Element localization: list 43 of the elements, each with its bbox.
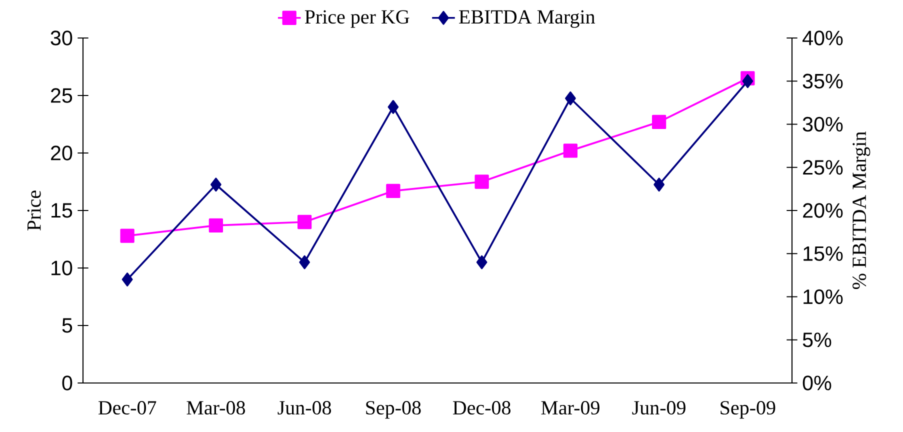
y-tick-label: 5 [62, 318, 72, 333]
y-tick-label: 30 [50, 30, 72, 46]
point [565, 91, 576, 106]
x-tick-label: Jun-09 [632, 401, 686, 415]
y2-tick-label: 5% [802, 332, 832, 348]
y2-tick-label: 20% [803, 203, 843, 218]
y2-tick-label: 40% [802, 30, 843, 46]
y2-tick-label: 15% [804, 246, 843, 261]
y2-axis-title: % EBITDA Margin [852, 132, 870, 290]
x-tick-label: Sep-09 [720, 401, 776, 419]
y2-tick-label: 25% [803, 160, 843, 175]
y-tick-label: 15 [52, 203, 72, 218]
legend-label: Price per KG [304, 10, 410, 28]
y2-tick-label: 10% [804, 289, 843, 304]
x-tick-label: Sep-08 [366, 401, 421, 419]
x-tick-label: Dec-07 [98, 401, 156, 415]
point [210, 178, 222, 192]
legend-label: EBITDA Margin [459, 10, 596, 28]
y2-tick-label: 0% [802, 376, 832, 390]
point [388, 100, 399, 114]
point [386, 184, 400, 198]
point [122, 272, 133, 286]
y-axis-title: Price [27, 190, 41, 230]
y2-tick-label: 35% [802, 74, 843, 88]
point [654, 178, 664, 192]
x-tick-label: Jun-08 [278, 401, 332, 415]
point [297, 214, 312, 230]
y2-tick-label: 30% [802, 116, 843, 132]
point [474, 174, 489, 189]
point [299, 255, 310, 270]
x-tick-label: Dec-08 [452, 401, 510, 415]
x-tick-label: Mar-08 [186, 401, 245, 415]
y-tick-label: 20 [51, 146, 72, 160]
y-tick-label: 25 [51, 88, 72, 103]
y-tick-label: 10 [52, 260, 72, 276]
x-tick-label: Mar-09 [541, 401, 600, 415]
point [476, 255, 488, 270]
point [208, 218, 224, 233]
point [742, 74, 754, 88]
point [652, 114, 666, 130]
y-tick-label: 0 [62, 376, 72, 390]
point [563, 144, 578, 158]
point [120, 228, 134, 243]
